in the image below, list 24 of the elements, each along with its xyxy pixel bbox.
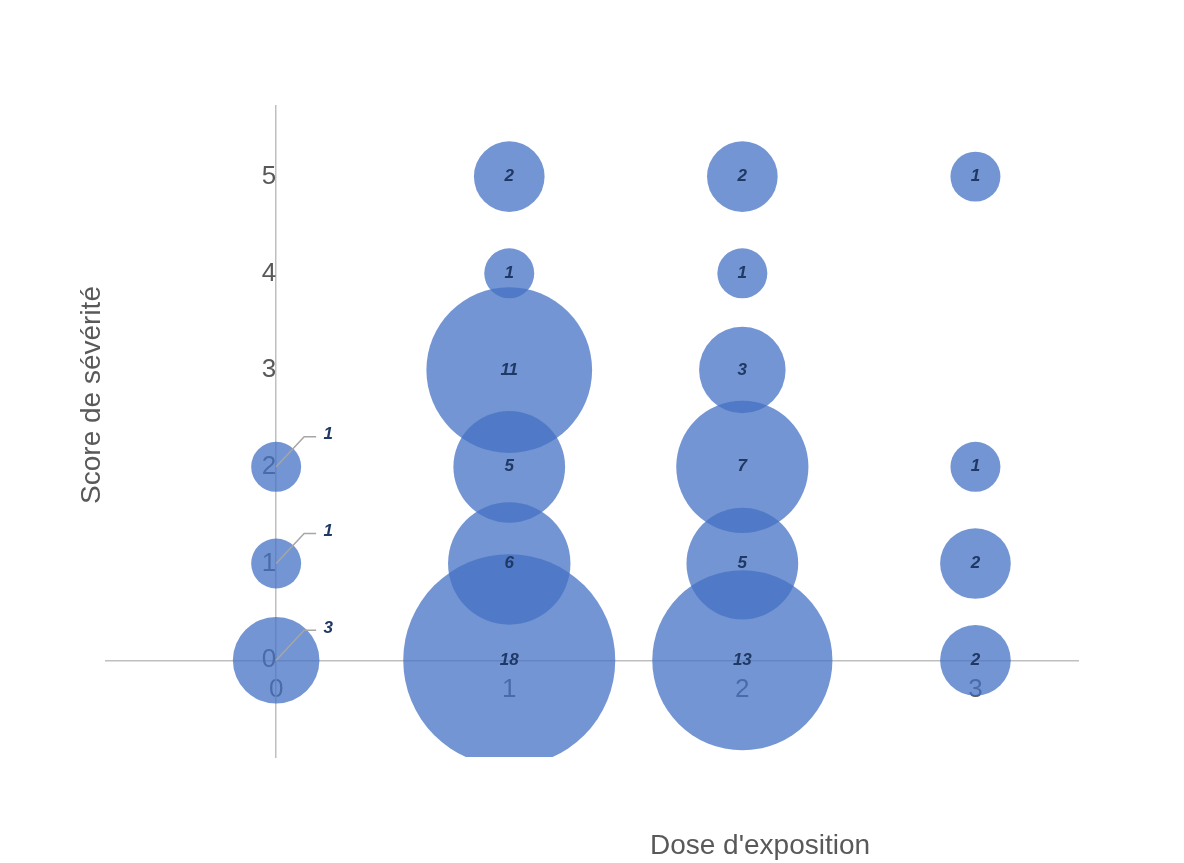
data-label: 1 bbox=[970, 166, 981, 186]
data-label: 5 bbox=[504, 456, 515, 476]
data-label: 1 bbox=[737, 263, 748, 283]
data-label: 1 bbox=[504, 263, 514, 283]
data-label: 2 bbox=[969, 649, 981, 669]
data-label: 3 bbox=[323, 617, 334, 637]
data-label: 7 bbox=[737, 456, 749, 476]
y-tick-label: 4 bbox=[261, 256, 277, 287]
x-axis-title: Dose d'exposition bbox=[649, 828, 871, 860]
data-label: 13 bbox=[732, 649, 753, 669]
data-label: 18 bbox=[499, 649, 520, 669]
y-tick-label: 3 bbox=[261, 353, 277, 384]
data-label: 1 bbox=[323, 424, 333, 444]
data-label: 2 bbox=[503, 166, 515, 186]
y-axis-title: Score de sévérité bbox=[74, 286, 106, 504]
data-label: 6 bbox=[504, 553, 515, 573]
data-label: 3 bbox=[737, 359, 748, 379]
y-tick-label: 5 bbox=[261, 159, 277, 190]
data-label: 5 bbox=[737, 553, 748, 573]
data-label: 2 bbox=[736, 166, 748, 186]
data-label: 1 bbox=[970, 456, 981, 476]
data-label: 1 bbox=[323, 521, 333, 541]
data-label: 2 bbox=[969, 553, 981, 573]
data-label: 11 bbox=[500, 359, 519, 379]
